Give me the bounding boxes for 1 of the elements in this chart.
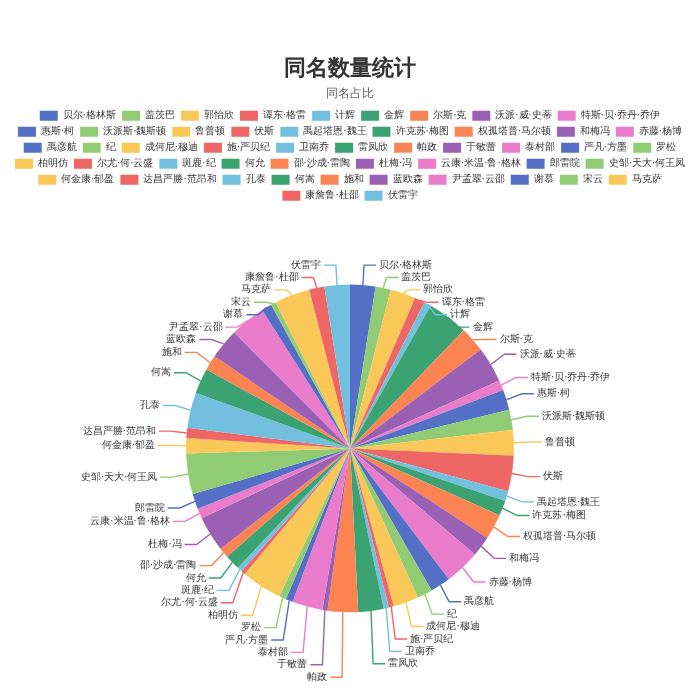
chart-title: 同名数量统计 (284, 54, 416, 81)
